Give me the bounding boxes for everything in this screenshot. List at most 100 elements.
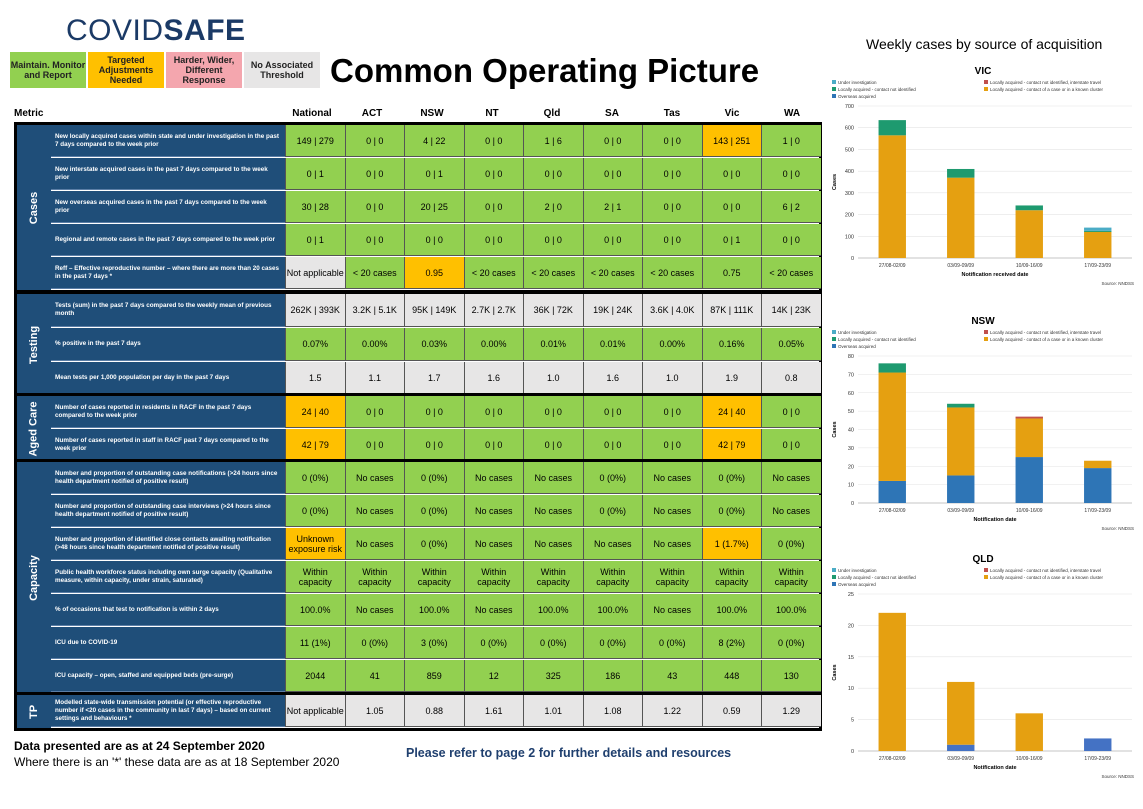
x-tick-label: 17/09-23/09 xyxy=(1084,263,1111,269)
legend-label: Under investigation xyxy=(838,330,877,335)
table-cell: 0 (0%) xyxy=(404,462,464,494)
section-label: TP xyxy=(17,695,51,728)
chart-nsw: NSW Under investigation Locally acquired -… xyxy=(826,310,1140,535)
table-cell: 0 (0%) xyxy=(761,528,821,560)
table-cell: 0 | 0 xyxy=(642,125,702,157)
table-cell: 0 | 0 xyxy=(761,429,821,461)
table-cell: 0 (0%) xyxy=(404,495,464,527)
header-vic: Vic xyxy=(724,108,740,119)
metric-label: New locally acquired cases within state … xyxy=(51,125,285,157)
chart-qld: QLD Under investigation Locally acquired -… xyxy=(826,548,1140,783)
chart-source: Source: NNDSS xyxy=(1101,281,1134,286)
table-cell: Within capacity xyxy=(701,561,761,593)
section-cases: Cases New locally acquired cases within s… xyxy=(14,122,822,293)
metric-label: Number of cases reported in staff in RAC… xyxy=(51,429,285,461)
table-cell: 0 | 0 xyxy=(463,158,523,190)
table-cell: 0 | 0 xyxy=(761,396,821,428)
table-cell: 0 | 0 xyxy=(582,396,642,428)
bar-segment xyxy=(1015,210,1043,258)
table-cell: 41 xyxy=(344,660,404,692)
legend-swatch xyxy=(832,582,836,586)
table-row: Number and proportion of outstanding cas… xyxy=(51,462,821,495)
table-cell: 0.16% xyxy=(701,328,761,361)
table-cell: 1.0 xyxy=(523,362,583,395)
legend-swatch xyxy=(832,568,836,572)
table-cell: 0 | 0 xyxy=(642,429,702,461)
metric-label: Reff – Effective reproductive number – w… xyxy=(51,257,285,289)
covidsafe-logo: COVIDSAFE xyxy=(66,14,246,48)
table-cell: 0.8 xyxy=(761,362,821,395)
section-label: Testing xyxy=(17,294,51,396)
table-row: Regional and remote cases in the past 7 … xyxy=(51,224,821,257)
table-cell: 0 | 0 xyxy=(582,158,642,190)
table-cell: 1.22 xyxy=(642,695,702,727)
y-tick-label: 20 xyxy=(848,464,854,470)
bar-segment xyxy=(1015,205,1043,211)
table-cell: No cases xyxy=(523,528,583,560)
table-cell: 0.07% xyxy=(285,328,345,361)
table-cell: 0 | 0 xyxy=(344,158,404,190)
table-cell: 0 (0%) xyxy=(701,462,761,494)
chart-title: NSW xyxy=(971,316,995,327)
table-cell: 1 | 6 xyxy=(523,125,583,157)
table-row: % positive in the past 7 days 0.07% 0.00% 0… xyxy=(51,328,821,362)
table-cell: Within capacity xyxy=(404,561,464,593)
table-cell: 0 | 1 xyxy=(285,158,345,190)
x-tick-label: 27/08-02/09 xyxy=(879,756,906,762)
x-axis-label: Notification date xyxy=(973,765,1016,771)
section-capacity: Capacity Number and proportion of outstan… xyxy=(14,459,822,696)
table-cell: No cases xyxy=(523,495,583,527)
header-nsw: NSW xyxy=(420,108,444,119)
table-cell: < 20 cases xyxy=(582,257,642,289)
table-cell: Not applicable xyxy=(285,695,345,727)
table-cell: 3.6K | 4.0K xyxy=(642,294,702,327)
legend-label: Overseas acquired xyxy=(838,582,876,587)
table-cell: 0 | 0 xyxy=(761,158,821,190)
table-cell: < 20 cases xyxy=(344,257,404,289)
table-cell: 24 | 40 xyxy=(285,396,345,428)
table-cell: 0 (0%) xyxy=(582,495,642,527)
table-cell: 1.61 xyxy=(463,695,523,727)
header-wa: WA xyxy=(783,108,801,119)
metric-label: Number and proportion of outstanding cas… xyxy=(51,462,285,494)
y-tick-label: 200 xyxy=(845,213,854,219)
x-tick-label: 03/09-09/09 xyxy=(947,756,974,762)
table-cell: 0.05% xyxy=(761,328,821,361)
bar-segment xyxy=(947,681,975,745)
table-cell: 43 xyxy=(642,660,702,692)
page-title: Common Operating Picture xyxy=(330,52,760,89)
table-cell: 0 | 0 xyxy=(642,396,702,428)
x-tick-label: 03/09-09/09 xyxy=(947,508,974,514)
legend-box: No Associated Threshold xyxy=(244,52,320,88)
legend-label: Locally acquired - contact not identifie… xyxy=(990,80,1101,85)
table-cell: 0 | 1 xyxy=(404,158,464,190)
x-tick-label: 10/09-16/09 xyxy=(1016,756,1043,762)
table-cell: 0 | 0 xyxy=(642,224,702,256)
table-cell: No cases xyxy=(463,495,523,527)
header-sa: SA xyxy=(605,108,619,119)
section-label: Cases xyxy=(17,125,51,290)
table-cell: 100.0% xyxy=(285,594,345,626)
legend-label: Overseas acquired xyxy=(838,344,876,349)
table-cell: 1.5 xyxy=(285,362,345,395)
table-cell: 1 (1.7%) xyxy=(701,528,761,560)
table-cell: 0.59 xyxy=(701,695,761,727)
table-cell: 186 xyxy=(582,660,642,692)
y-tick-label: 100 xyxy=(845,234,854,240)
legend-label: Locally acquired - contact not identifie… xyxy=(838,575,916,580)
x-tick-label: 10/09-16/09 xyxy=(1016,263,1043,269)
table-row: Modelled state-wide transmission potenti… xyxy=(51,695,821,728)
legend-label: Locally acquired - contact not identifie… xyxy=(990,330,1101,335)
table-cell: 0 | 1 xyxy=(285,224,345,256)
y-tick-label: 30 xyxy=(848,446,854,452)
table-cell: 0 | 0 xyxy=(344,224,404,256)
table-cell: Not applicable xyxy=(285,257,345,289)
table-cell: 0.95 xyxy=(404,257,464,289)
legend-label: Locally acquired - contact not identifie… xyxy=(838,337,916,342)
table-cell: 859 xyxy=(404,660,464,692)
table-cell: 0 | 0 xyxy=(642,191,702,223)
table-cell: Within capacity xyxy=(463,561,523,593)
legend-label: Under investigation xyxy=(838,568,877,573)
table-cell: 2044 xyxy=(285,660,345,692)
table-row: Number of cases reported in staff in RAC… xyxy=(51,429,821,462)
